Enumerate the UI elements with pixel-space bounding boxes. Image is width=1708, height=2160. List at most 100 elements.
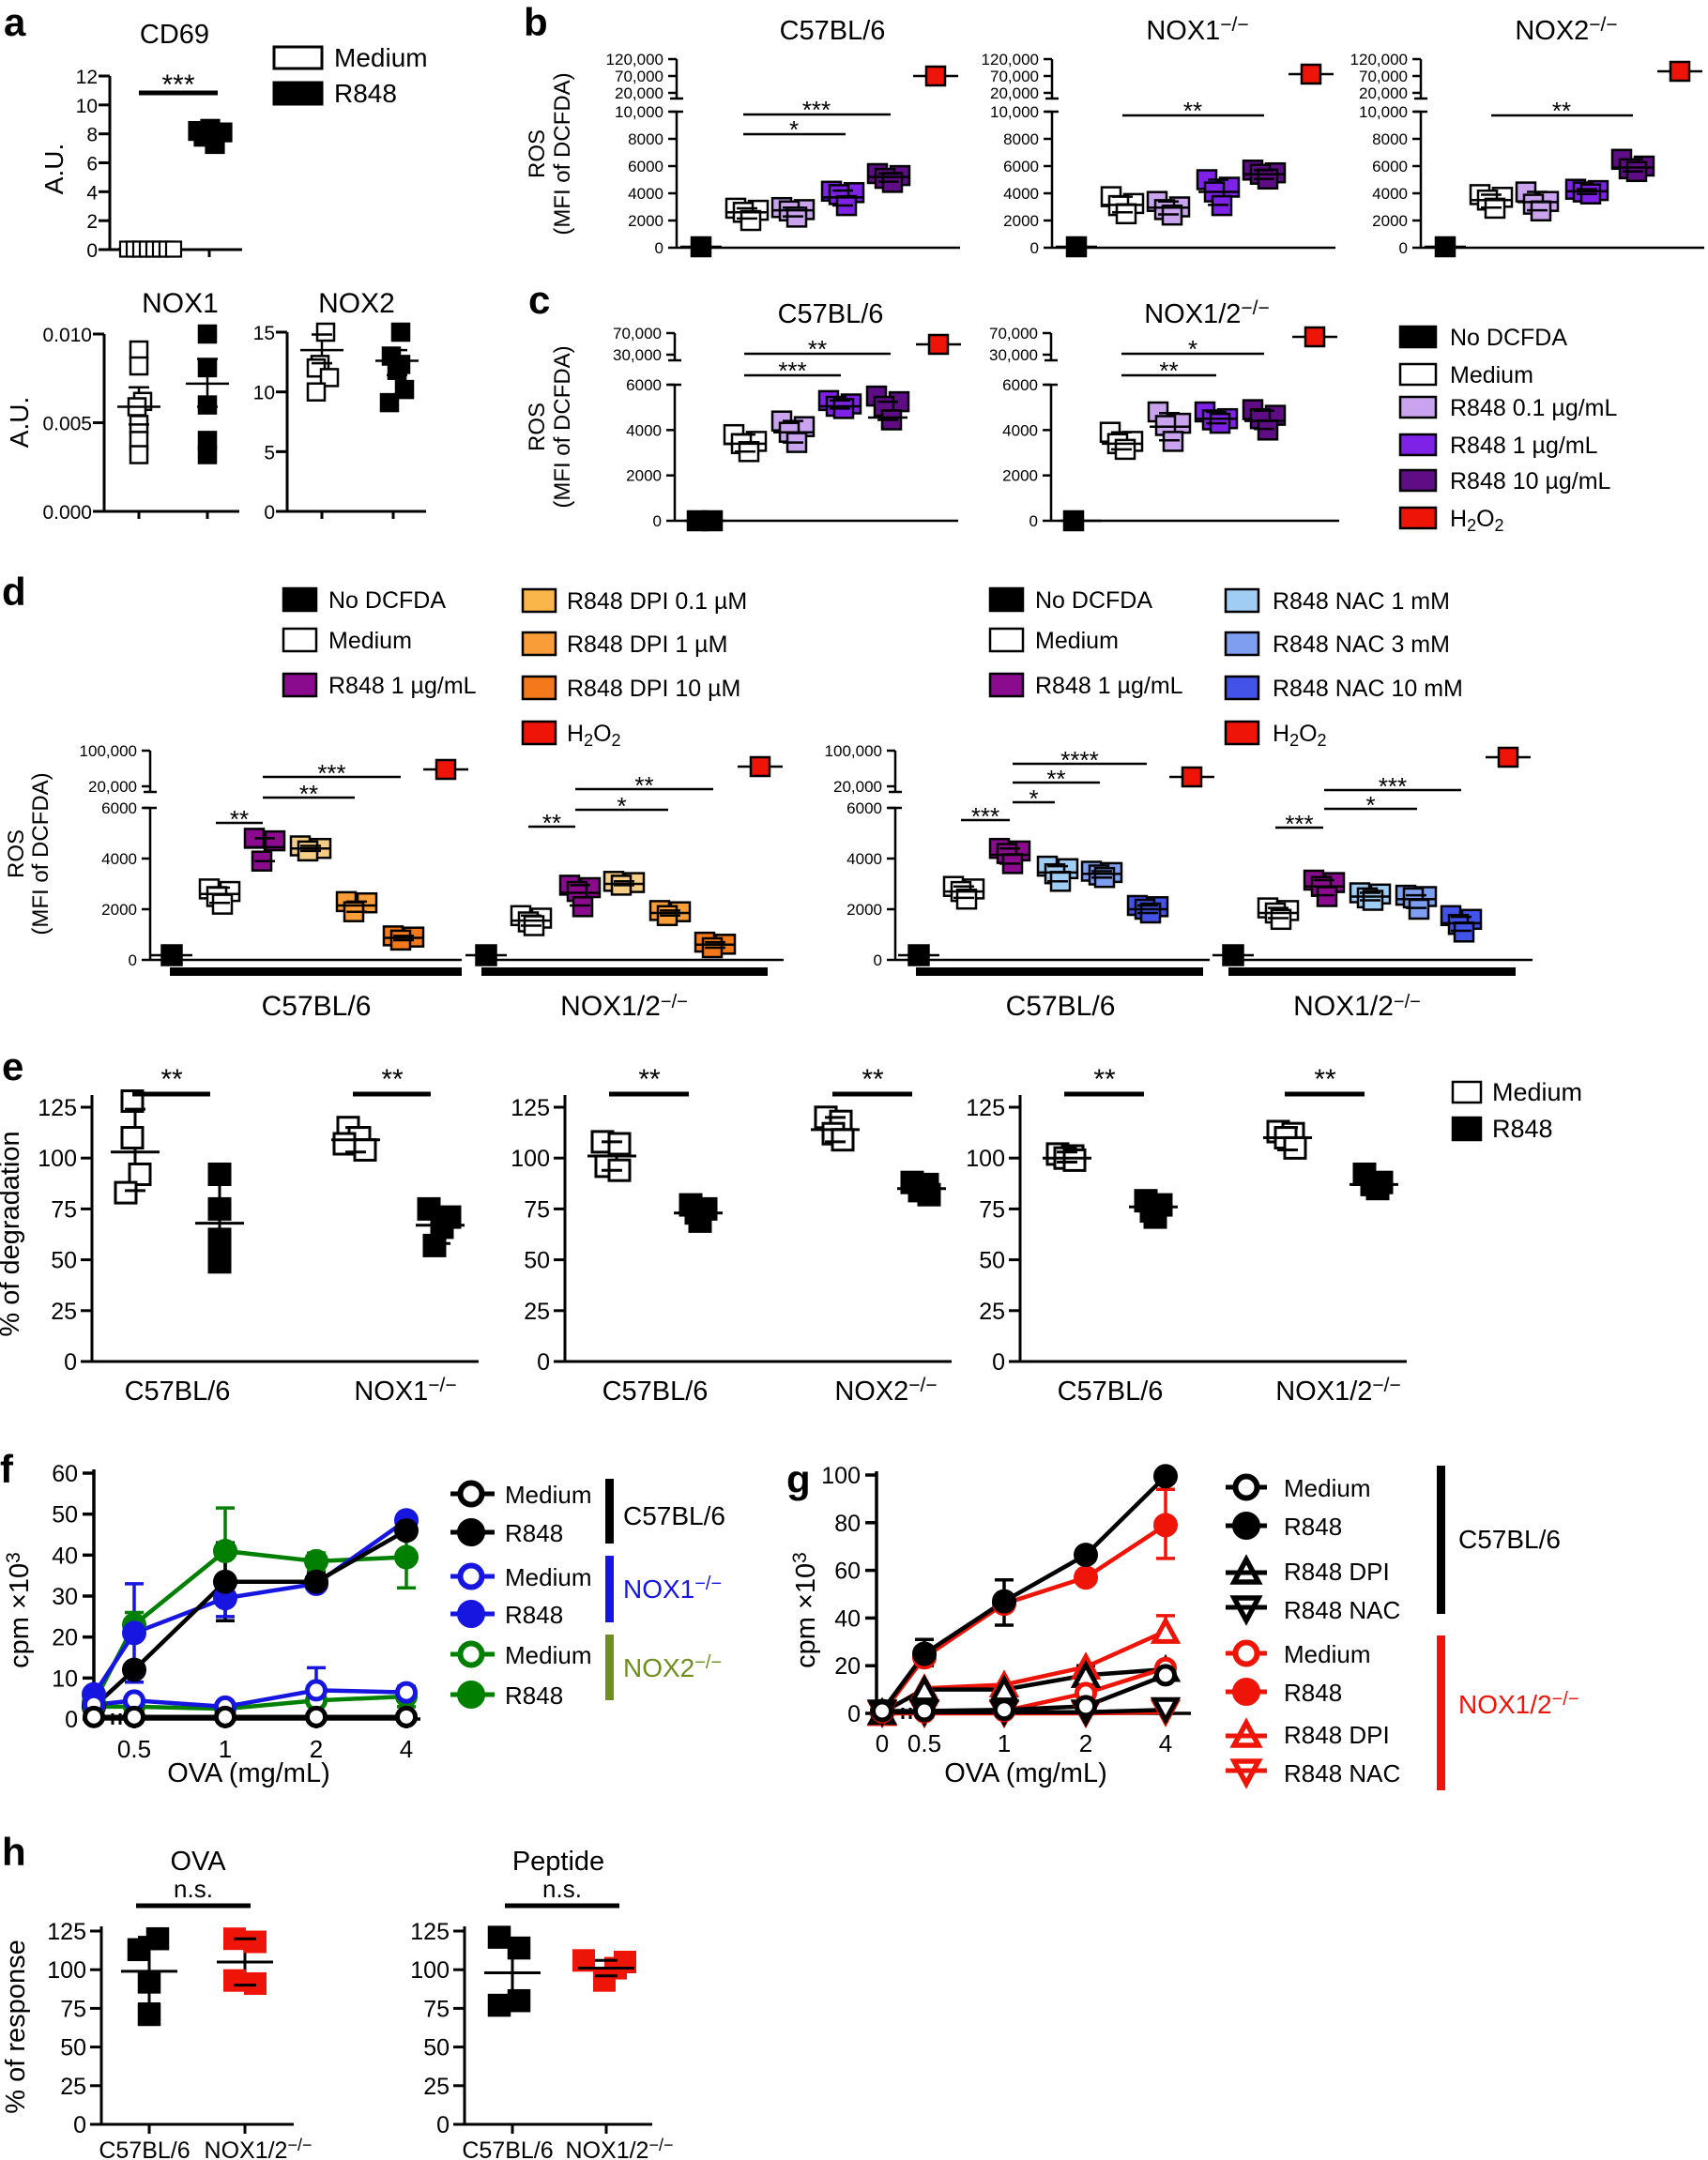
svg-text:100: 100 <box>47 1957 86 1984</box>
svg-text:OVA (mg/mL): OVA (mg/mL) <box>944 1758 1107 1788</box>
svg-text:No DCFDA: No DCFDA <box>1035 587 1152 614</box>
svg-text:(MFI of DCFDA): (MFI of DCFDA) <box>28 772 53 935</box>
svg-text:***: *** <box>778 357 806 385</box>
svg-text:C57BL/6: C57BL/6 <box>262 991 372 1022</box>
svg-text:***: *** <box>161 69 194 100</box>
svg-text:C57BL/6: C57BL/6 <box>778 299 884 329</box>
svg-text:10,000: 10,000 <box>1359 103 1408 121</box>
svg-text:100,000: 100,000 <box>825 742 882 760</box>
svg-text:25: 25 <box>51 1299 77 1325</box>
svg-text:**: ** <box>808 335 827 363</box>
svg-text:70,000: 70,000 <box>989 325 1038 342</box>
svg-text:70,000: 70,000 <box>1359 68 1408 85</box>
svg-text:*: * <box>789 115 799 144</box>
svg-text:cpm ×103: cpm ×103 <box>3 1552 35 1668</box>
svg-text:C57BL/6: C57BL/6 <box>99 2137 190 2160</box>
svg-text:20: 20 <box>52 1625 78 1651</box>
svg-text:125: 125 <box>410 1919 450 1945</box>
svg-text:2000: 2000 <box>846 901 882 919</box>
svg-text:8000: 8000 <box>1003 130 1039 148</box>
svg-text:50: 50 <box>979 1248 1005 1274</box>
svg-text:R848: R848 <box>1284 1513 1342 1541</box>
svg-text:(MFI of DCFDA): (MFI of DCFDA) <box>550 72 575 235</box>
svg-text:25: 25 <box>979 1299 1005 1325</box>
svg-text:30: 30 <box>52 1584 78 1610</box>
svg-text:40: 40 <box>834 1605 861 1632</box>
svg-text:6: 6 <box>86 154 98 175</box>
svg-text:Medium: Medium <box>505 1563 591 1591</box>
svg-text:R848 DPI: R848 DPI <box>1284 1721 1390 1749</box>
svg-text:0.5: 0.5 <box>117 1735 151 1763</box>
svg-text:*: * <box>617 792 626 820</box>
svg-text:125: 125 <box>511 1095 550 1121</box>
svg-text:****: **** <box>1060 746 1098 774</box>
svg-text:0: 0 <box>653 512 662 530</box>
svg-text:30,000: 30,000 <box>989 346 1038 364</box>
svg-text:0: 0 <box>65 1707 78 1733</box>
svg-text:Medium: Medium <box>1284 1474 1370 1502</box>
svg-text:***: *** <box>802 96 831 124</box>
svg-text:C57BL/6: C57BL/6 <box>1058 1377 1164 1407</box>
svg-text:6000: 6000 <box>101 799 137 817</box>
svg-text:H2O2: H2O2 <box>567 721 621 750</box>
svg-text:C57BL/6: C57BL/6 <box>1458 1525 1561 1554</box>
svg-text:NOX1−/−: NOX1−/− <box>1146 14 1248 46</box>
svg-text:CD69: CD69 <box>140 20 209 50</box>
svg-text:cpm ×103: cpm ×103 <box>789 1552 821 1668</box>
svg-text:R848 DPI 1 µM: R848 DPI 1 µM <box>567 631 727 658</box>
svg-text:R848 1 µg/mL: R848 1 µg/mL <box>1035 673 1183 699</box>
svg-text:Medium: Medium <box>505 1641 591 1669</box>
svg-text:c: c <box>528 278 550 322</box>
svg-text:2: 2 <box>86 211 98 233</box>
svg-text:d: d <box>2 570 26 614</box>
svg-text:R848: R848 <box>1492 1115 1553 1143</box>
svg-text:4: 4 <box>1159 1729 1172 1757</box>
svg-text:Medium: Medium <box>1284 1640 1370 1668</box>
svg-text:**: ** <box>862 1064 884 1095</box>
svg-text:100: 100 <box>966 1146 1005 1172</box>
svg-text:20: 20 <box>834 1653 861 1680</box>
svg-text:6000: 6000 <box>1003 158 1039 175</box>
svg-text:***: *** <box>317 759 345 787</box>
svg-text:Medium: Medium <box>1492 1078 1582 1106</box>
svg-text:**: ** <box>1093 1064 1116 1095</box>
svg-text:**: ** <box>381 1064 404 1095</box>
svg-text:0: 0 <box>537 1349 550 1376</box>
svg-text:4000: 4000 <box>1003 185 1039 203</box>
svg-text:0: 0 <box>876 1729 889 1757</box>
svg-text:2000: 2000 <box>1372 212 1408 230</box>
svg-text:R848 0.1 µg/mL: R848 0.1 µg/mL <box>1450 395 1617 421</box>
svg-text:75: 75 <box>423 1996 450 2022</box>
svg-text:R848 NAC: R848 NAC <box>1284 1759 1400 1787</box>
svg-text:No DCFDA: No DCFDA <box>328 587 446 614</box>
svg-text:R848: R848 <box>334 79 397 108</box>
svg-text:0: 0 <box>1399 239 1408 257</box>
svg-text:100: 100 <box>410 1957 450 1984</box>
svg-text:125: 125 <box>47 1919 86 1945</box>
svg-text:4000: 4000 <box>101 850 137 868</box>
svg-text:**: ** <box>542 809 561 837</box>
svg-text:0.010: 0.010 <box>42 325 92 346</box>
svg-text:**: ** <box>1046 765 1065 793</box>
svg-text:0: 0 <box>86 240 98 262</box>
svg-text:4: 4 <box>86 182 98 204</box>
svg-text:ROS: ROS <box>4 829 29 878</box>
svg-text:Medium: Medium <box>1035 628 1119 654</box>
svg-text:R848 DPI 0.1 µM: R848 DPI 0.1 µM <box>567 588 747 615</box>
svg-text:R848: R848 <box>505 1681 563 1710</box>
svg-text:80: 80 <box>834 1511 861 1537</box>
svg-text:*: * <box>1188 335 1197 363</box>
svg-text:R848 10 µg/mL: R848 10 µg/mL <box>1450 468 1611 494</box>
svg-text:Peptide: Peptide <box>512 1847 604 1877</box>
svg-text:50: 50 <box>52 1502 78 1529</box>
svg-text:R848 NAC: R848 NAC <box>1284 1596 1400 1624</box>
svg-text:**: ** <box>1314 1064 1336 1095</box>
svg-text:60: 60 <box>834 1559 861 1585</box>
svg-text:R848 DPI: R848 DPI <box>1284 1558 1390 1586</box>
svg-text:C57BL/6: C57BL/6 <box>623 1501 725 1530</box>
svg-text:C57BL/6: C57BL/6 <box>602 1377 709 1407</box>
svg-text:ROS: ROS <box>525 403 550 451</box>
svg-text:0: 0 <box>1029 512 1038 530</box>
svg-text:C57BL/6: C57BL/6 <box>125 1377 231 1407</box>
svg-text:70,000: 70,000 <box>615 68 663 85</box>
